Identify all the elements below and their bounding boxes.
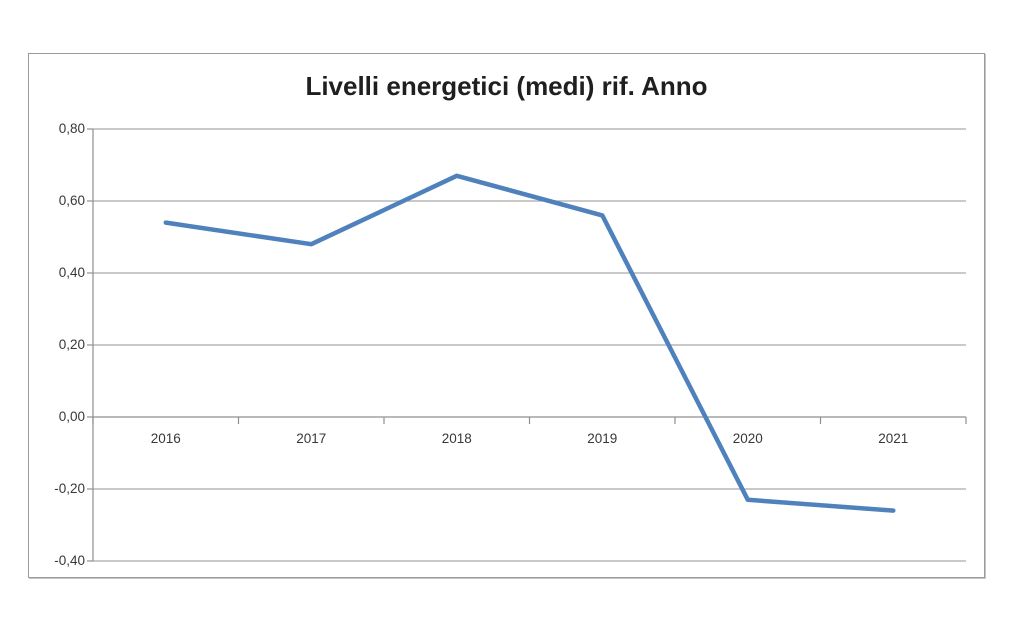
y-axis-tick-label: 0,40 xyxy=(58,265,85,280)
x-axis-tick-label: 2020 xyxy=(732,431,763,446)
x-axis-tick-label: 2016 xyxy=(150,431,181,446)
series-line xyxy=(163,173,896,513)
x-axis-tick-label: 2018 xyxy=(441,431,472,446)
x-axis-tick-label: 2019 xyxy=(587,431,618,446)
x-axis-tick-label: 2017 xyxy=(296,431,327,446)
chart-frame: Livelli energetici (medi) rif. Anno 0,80… xyxy=(28,53,985,578)
y-axis-tick-label: 0,60 xyxy=(58,193,85,208)
y-axis-tick-label: -0,20 xyxy=(54,481,85,496)
line-chart-plot-area xyxy=(87,128,967,562)
chart-title: Livelli energetici (medi) rif. Anno xyxy=(305,71,708,101)
x-axis-tick-label: 2021 xyxy=(878,431,909,446)
y-axis-tick-label: 0,20 xyxy=(58,337,85,352)
y-axis-tick-label: -0,40 xyxy=(54,553,85,568)
y-axis-tick-label: 0,80 xyxy=(58,121,85,136)
y-axis-tick-label: 0,00 xyxy=(58,409,85,424)
